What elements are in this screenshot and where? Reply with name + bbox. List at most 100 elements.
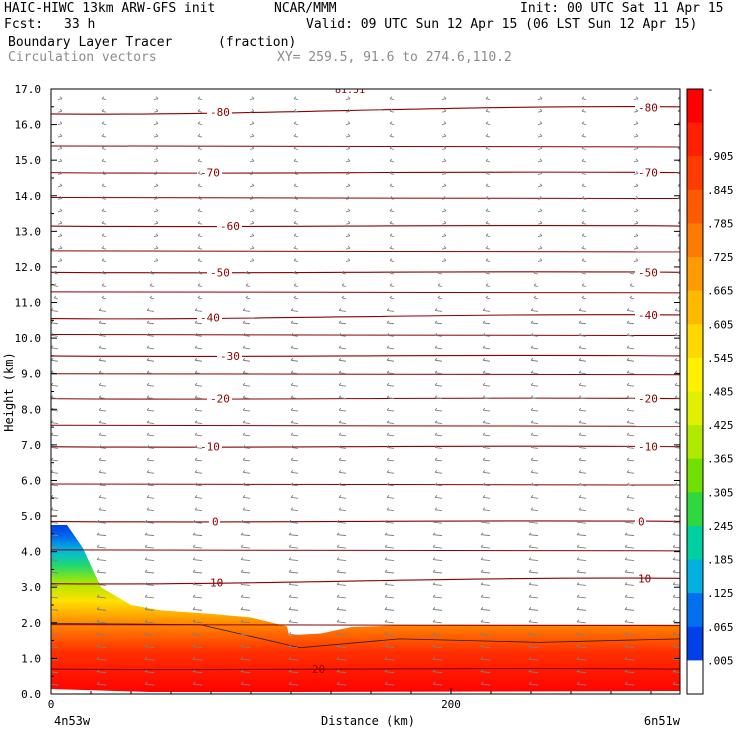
vector bbox=[626, 496, 635, 499]
vector-head bbox=[624, 669, 628, 672]
vector bbox=[242, 322, 251, 325]
vector-head bbox=[624, 569, 628, 573]
vector bbox=[389, 185, 395, 188]
vector-head bbox=[578, 420, 582, 423]
vector-head bbox=[578, 507, 582, 511]
vector bbox=[633, 148, 639, 150]
vector bbox=[57, 222, 63, 225]
colorbar-label: .245 bbox=[707, 520, 734, 533]
vector bbox=[482, 397, 491, 400]
vector bbox=[485, 272, 491, 275]
vector bbox=[197, 98, 203, 101]
vector-head bbox=[98, 457, 102, 461]
vector bbox=[581, 110, 587, 113]
vector bbox=[576, 683, 587, 686]
y-tick-label: 5.0 bbox=[21, 510, 41, 523]
vector bbox=[194, 347, 203, 350]
vector-head bbox=[293, 121, 297, 124]
vector bbox=[338, 372, 347, 375]
vector-head bbox=[197, 96, 201, 99]
vector-head bbox=[96, 569, 100, 573]
vector-head bbox=[144, 557, 148, 560]
vector bbox=[144, 521, 155, 524]
vector bbox=[581, 135, 587, 138]
vector bbox=[677, 210, 680, 212]
vector-head bbox=[485, 183, 489, 187]
vector-head bbox=[626, 470, 630, 473]
vector bbox=[386, 384, 395, 387]
vector bbox=[242, 397, 251, 400]
vector bbox=[144, 596, 155, 599]
vector bbox=[57, 160, 63, 163]
vector bbox=[240, 571, 251, 574]
colorbar-swatch bbox=[687, 425, 703, 460]
vector-head bbox=[434, 470, 438, 473]
vector bbox=[389, 285, 395, 287]
vector bbox=[101, 160, 107, 163]
vector-head bbox=[626, 445, 630, 448]
vector-head bbox=[192, 644, 196, 648]
vector bbox=[480, 608, 491, 611]
vector-head bbox=[288, 569, 292, 573]
y-tick-label: 1.0 bbox=[21, 652, 41, 665]
vector-head bbox=[288, 519, 292, 523]
vector bbox=[677, 185, 680, 187]
vector bbox=[581, 285, 587, 287]
vector bbox=[290, 446, 299, 449]
y-tick-label: 10.0 bbox=[15, 332, 42, 345]
vector bbox=[51, 683, 59, 686]
isotherm-20: 20 bbox=[51, 663, 680, 676]
isotherm-10: 10 10 bbox=[51, 573, 680, 589]
colorbar-swatch bbox=[687, 593, 703, 628]
vector-head bbox=[101, 233, 105, 237]
vector bbox=[441, 160, 447, 163]
vector-head bbox=[480, 681, 484, 685]
vector bbox=[434, 484, 443, 487]
vector-head bbox=[98, 320, 102, 324]
vector bbox=[153, 210, 159, 213]
vector bbox=[57, 98, 63, 101]
vector bbox=[293, 272, 299, 275]
vector bbox=[576, 521, 587, 524]
vector bbox=[146, 484, 155, 487]
vector-head bbox=[480, 669, 484, 672]
vector-head bbox=[293, 171, 297, 174]
vector bbox=[528, 621, 539, 624]
vector-head bbox=[336, 594, 340, 598]
vector-head bbox=[581, 183, 585, 187]
vector-head bbox=[144, 681, 148, 685]
vector bbox=[482, 384, 491, 387]
vector bbox=[146, 459, 155, 462]
vector bbox=[537, 247, 543, 250]
vector bbox=[578, 359, 587, 362]
vector bbox=[386, 347, 395, 350]
vector bbox=[674, 384, 680, 387]
vector-head bbox=[434, 420, 438, 423]
vector bbox=[245, 297, 251, 300]
vector bbox=[624, 646, 635, 649]
vector-head bbox=[437, 283, 441, 286]
vector bbox=[153, 235, 159, 238]
vector-head bbox=[288, 681, 292, 685]
isotherm-line bbox=[51, 291, 680, 294]
vector-head bbox=[194, 308, 198, 311]
vector-head bbox=[539, 108, 543, 112]
vector-head bbox=[338, 445, 342, 448]
vector bbox=[242, 309, 251, 312]
vector-head bbox=[389, 270, 393, 274]
vector-head bbox=[144, 532, 148, 535]
vector-head bbox=[338, 320, 342, 324]
vector-head bbox=[96, 532, 100, 535]
vector-head bbox=[194, 432, 198, 436]
colorbar-label: .305 bbox=[707, 486, 734, 499]
vector bbox=[242, 509, 251, 512]
vector-head bbox=[672, 681, 676, 685]
vector-head bbox=[192, 557, 196, 560]
vector bbox=[581, 160, 587, 163]
vector-head bbox=[432, 631, 436, 635]
vector bbox=[336, 534, 347, 537]
vector bbox=[338, 471, 347, 474]
vector bbox=[434, 446, 443, 449]
vector-head bbox=[197, 270, 201, 274]
isotherm-label: 0 bbox=[638, 515, 645, 528]
